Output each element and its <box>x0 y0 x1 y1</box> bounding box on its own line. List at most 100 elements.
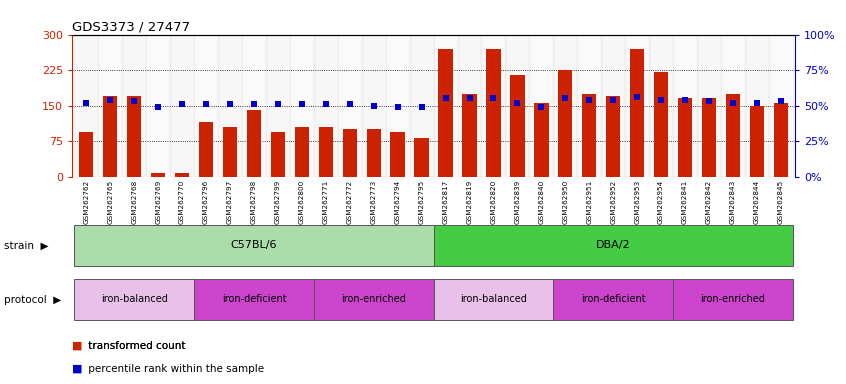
Bar <box>391 132 405 177</box>
Point <box>295 101 309 107</box>
Point <box>80 100 93 106</box>
Bar <box>481 35 505 177</box>
Point <box>439 96 453 102</box>
Bar <box>654 73 668 177</box>
Bar <box>606 96 620 177</box>
Point <box>103 97 117 103</box>
Bar <box>553 279 673 320</box>
Bar <box>673 279 793 320</box>
Bar <box>769 35 793 177</box>
Bar <box>194 35 218 177</box>
Point <box>774 98 788 104</box>
Bar <box>146 35 170 177</box>
Bar <box>74 225 433 266</box>
Text: iron-balanced: iron-balanced <box>460 294 527 304</box>
Point <box>271 101 284 107</box>
Bar <box>103 96 118 177</box>
Bar <box>702 99 717 177</box>
Bar <box>74 279 194 320</box>
Point <box>200 101 213 107</box>
Point <box>511 100 525 106</box>
Bar <box>433 35 458 177</box>
Point <box>175 101 189 107</box>
Text: C57BL/6: C57BL/6 <box>231 240 277 250</box>
Text: iron-balanced: iron-balanced <box>101 294 168 304</box>
Bar <box>170 35 194 177</box>
Point <box>535 104 548 110</box>
Bar <box>98 35 122 177</box>
Bar <box>194 279 314 320</box>
Bar <box>271 132 285 177</box>
Bar <box>319 127 333 177</box>
Bar <box>438 49 453 177</box>
Point <box>391 104 404 110</box>
Point <box>630 94 644 100</box>
Text: transformed count: transformed count <box>85 341 185 351</box>
Bar <box>314 35 338 177</box>
Bar <box>673 35 697 177</box>
Bar <box>199 122 213 177</box>
Bar <box>486 49 501 177</box>
Bar <box>366 129 381 177</box>
Bar <box>510 75 525 177</box>
Text: ■: ■ <box>72 364 82 374</box>
Point <box>726 100 739 106</box>
Point <box>750 100 764 106</box>
Bar <box>433 279 553 320</box>
Point <box>367 103 381 109</box>
Bar <box>127 96 141 177</box>
Point <box>678 97 692 103</box>
Bar <box>386 35 409 177</box>
Point <box>583 97 596 103</box>
Text: DBA/2: DBA/2 <box>596 240 630 250</box>
Bar <box>175 173 190 177</box>
Bar <box>750 106 764 177</box>
Bar <box>242 35 266 177</box>
Bar <box>415 138 429 177</box>
Bar <box>553 35 577 177</box>
Bar <box>649 35 673 177</box>
Point <box>247 101 261 107</box>
Bar <box>74 35 98 177</box>
Bar <box>582 94 596 177</box>
Bar <box>266 35 290 177</box>
Bar <box>338 35 362 177</box>
Text: ■  transformed count: ■ transformed count <box>72 341 185 351</box>
Bar <box>697 35 721 177</box>
Text: ■: ■ <box>72 341 82 351</box>
Bar <box>294 127 309 177</box>
Bar <box>625 35 649 177</box>
Bar <box>314 279 433 320</box>
Bar <box>505 35 530 177</box>
Bar <box>218 35 242 177</box>
Bar <box>79 132 93 177</box>
Bar <box>726 94 740 177</box>
Bar <box>343 129 357 177</box>
Text: GDS3373 / 27477: GDS3373 / 27477 <box>72 20 190 33</box>
Bar <box>558 70 573 177</box>
Point <box>223 101 237 107</box>
Point <box>128 98 141 104</box>
Bar <box>678 99 692 177</box>
Point <box>558 96 572 102</box>
Bar <box>409 35 433 177</box>
Text: strain  ▶: strain ▶ <box>4 241 49 251</box>
Point <box>415 104 428 110</box>
Point <box>463 96 476 102</box>
Bar <box>462 94 476 177</box>
Text: iron-deficient: iron-deficient <box>222 294 286 304</box>
Bar <box>630 49 645 177</box>
Point <box>654 97 667 103</box>
Bar <box>602 35 625 177</box>
Bar <box>433 225 793 266</box>
Text: iron-enriched: iron-enriched <box>700 294 766 304</box>
Bar <box>290 35 314 177</box>
Bar <box>222 127 237 177</box>
Point <box>343 101 356 107</box>
Bar <box>774 103 788 177</box>
Text: percentile rank within the sample: percentile rank within the sample <box>85 364 264 374</box>
Bar <box>577 35 602 177</box>
Text: iron-enriched: iron-enriched <box>341 294 406 304</box>
Point <box>151 104 165 110</box>
Bar <box>362 35 386 177</box>
